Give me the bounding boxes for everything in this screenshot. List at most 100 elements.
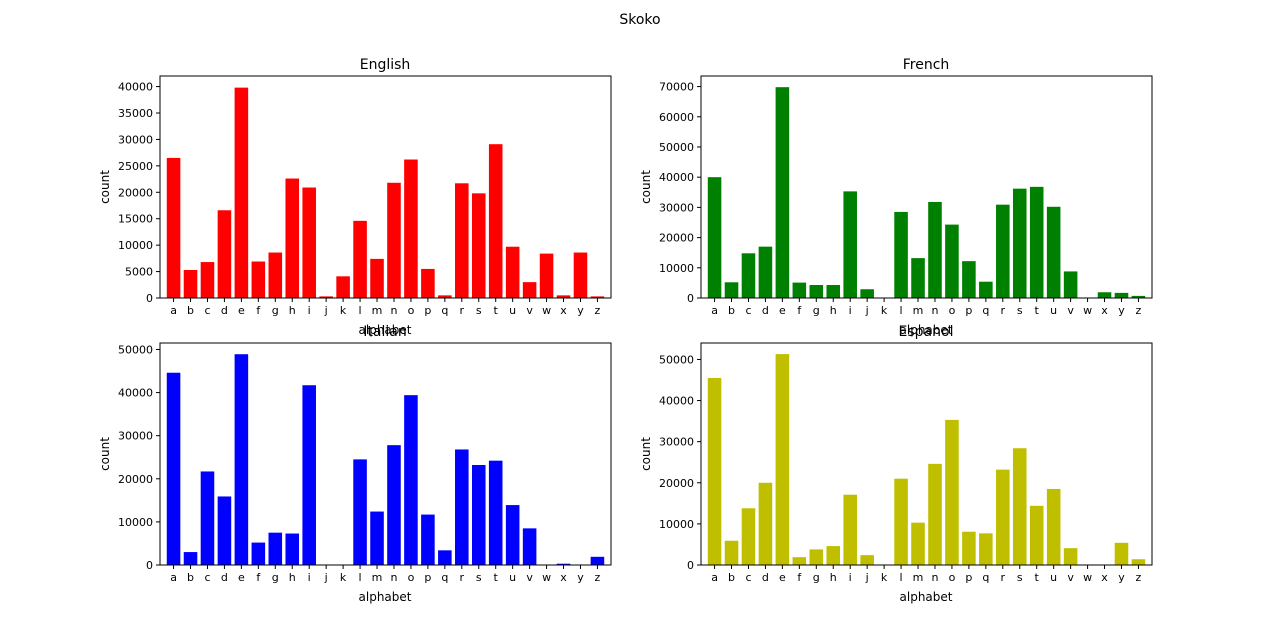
bar-p [962,531,976,565]
x-tick-label: k [340,304,347,317]
bar-d [217,496,232,565]
bar-y [1114,292,1129,298]
x-tick-label: y [577,571,584,584]
chart-english: English alphabet count 05000100001500020… [98,57,612,337]
bar-s [471,464,486,565]
x-tick-label: t [1035,304,1040,317]
x-tick-label: v [1067,304,1074,317]
y-tick-label: 70000 [659,81,694,94]
bar-s [471,193,486,298]
bar-f [792,282,807,298]
bar-r [996,204,1010,298]
x-tick-label: t [494,304,499,317]
x-tick-label: q [441,571,448,584]
bar-h [285,178,300,298]
x-tick-label: v [526,571,533,584]
chart-title: English [360,57,411,73]
x-tick-label: g [813,304,820,317]
y-tick-label: 30000 [118,133,153,146]
x-tick-label: b [728,571,735,584]
y-tick-label: 30000 [659,201,694,214]
bar-u [1046,488,1061,565]
bar-c [741,253,756,298]
x-tick-label: i [849,571,852,584]
bar-l [894,478,908,565]
bar-n [387,445,401,565]
y-tick-label: 20000 [118,473,153,486]
axes-frame [159,75,612,299]
bar-n [928,201,942,298]
x-tick-label: h [830,304,837,317]
bar-y [1114,542,1129,565]
chart-title: Espanol [899,324,954,340]
x-tick-label: k [340,571,347,584]
x-tick-label: y [1118,304,1125,317]
x-tick-label: a [170,571,177,584]
x-tick-label: r [1001,304,1006,317]
x-tick-label: j [324,571,328,584]
y-axis-label: count [639,437,653,471]
x-tick-label: z [595,304,601,317]
x-tick-label: u [509,304,516,317]
x-tick-label: i [308,571,311,584]
x-axis-label: alphabet [359,590,412,604]
bar-t [488,460,503,565]
bar-r [996,469,1010,565]
x-tick-label: e [238,304,245,317]
y-tick-label: 25000 [118,160,153,173]
bar-i [302,187,316,298]
y-tick-label: 10000 [118,516,153,529]
y-tick-label: 40000 [118,387,153,400]
x-tick-label: t [494,571,499,584]
x-axis-label: alphabet [359,323,412,337]
bar-g [809,549,824,565]
y-tick-label: 5000 [125,266,153,279]
bar-h [826,285,841,298]
x-tick-label: m [372,304,383,317]
x-tick-label: r [460,304,465,317]
x-tick-label: b [187,304,194,317]
bar-w [539,253,554,298]
chart-espanol: Espanol alphabet count 01000020000300004… [639,324,1153,604]
x-tick-label: g [272,571,279,584]
x-tick-label: h [830,571,837,584]
y-tick-label: 30000 [118,430,153,443]
y-tick-label: 35000 [118,107,153,120]
x-tick-label: x [1101,571,1108,584]
axes-frame [700,342,1153,566]
bar-l [353,459,367,565]
x-tick-label: l [900,304,903,317]
bar-j [860,289,874,298]
x-tick-label: h [289,304,296,317]
y-tick-label: 10000 [659,518,694,531]
y-tick-label: 20000 [659,232,694,245]
x-tick-label: u [1050,304,1057,317]
bar-a [166,157,181,298]
x-tick-label: a [711,571,718,584]
y-tick-label: 50000 [118,343,153,356]
y-tick-label: 60000 [659,111,694,124]
x-tick-label: e [779,571,786,584]
bar-v [1063,548,1078,565]
bar-p [421,514,435,565]
x-tick-label: r [460,571,465,584]
x-tick-label: j [865,304,869,317]
bar-z [1131,295,1146,298]
x-tick-label: u [1050,571,1057,584]
x-tick-label: d [221,571,228,584]
bar-t [488,144,503,298]
bar-z [590,296,605,298]
x-tick-label: p [424,571,431,584]
x-tick-label: s [1017,571,1023,584]
x-tick-label: y [577,304,584,317]
x-tick-label: x [560,304,567,317]
bar-p [421,268,435,298]
bar-n [928,463,942,565]
x-tick-label: f [797,304,802,317]
y-tick-label: 0 [146,559,153,572]
y-tick-label: 20000 [659,477,694,490]
bar-f [251,542,266,565]
bar-t [1029,186,1044,298]
x-tick-label: x [560,571,567,584]
x-tick-label: a [170,304,177,317]
